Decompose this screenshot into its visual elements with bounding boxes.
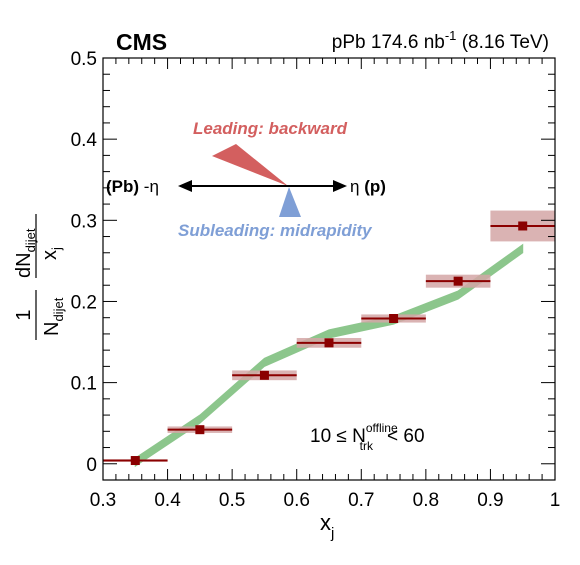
svg-text:Ndijet: Ndijet [41,297,66,336]
data-point [453,276,463,286]
y-tick-label: 0.3 [71,211,97,232]
leading-jet-marker [212,144,288,186]
x-tick-label: 0.9 [477,490,503,511]
data-point [259,370,269,380]
pb-direction-label: (Pb) -η [106,177,159,196]
x-tick-label: 1 [550,490,561,511]
subleading-jet-marker [279,187,301,217]
experiment-label: CMS [116,29,167,55]
tick-layer: 0.3 0.4 0.5 0.6 0.7 0.8 0.9 1 0 0.1 0.2 0.3 0.4 0.5 [71,49,561,511]
data-point [195,425,205,435]
x-tick-label: 0.4 [154,490,181,511]
subleading-label: Subleading: midrapidity [178,221,373,240]
mc-band-layer [134,243,524,468]
x-tick-label: 0.5 [219,490,245,511]
leading-label: Leading: backward [193,119,348,138]
x-tick-label: 0.3 [90,490,116,511]
multiplicity-selection-label: 10 ≤ Noffline trk < 60 [310,421,425,453]
x-tick-label: 0.7 [348,490,374,511]
y-tick-label: 0.1 [71,374,97,395]
svg-text:xj: xj [39,247,64,260]
mc-band [134,243,524,468]
y-tick-label: 0 [86,455,97,476]
luminosity-exponent: -1 [445,28,457,43]
data-point [324,338,334,348]
data-point [518,221,528,231]
x-tick-label: 0.8 [413,490,439,511]
y-axis-label: 1 Ndijet dNdijet xj [13,214,66,340]
y-tick-label: 0.4 [71,130,98,151]
x-axis-label: xj [320,510,334,542]
svg-text:1: 1 [13,309,35,320]
y-tick-label: 0.5 [71,49,97,70]
svg-text:dNdijet: dNdijet [13,228,38,278]
data-point [130,456,140,466]
data-point-layer [103,221,555,466]
data-point [389,314,399,324]
left-arrowhead [178,180,192,192]
x-tick-label: 0.6 [284,490,310,511]
right-arrowhead [333,180,347,192]
dataset-label: pPb 174.6 nb-1 (8.16 TeV) [332,28,549,53]
p-direction-label: η (p) [350,177,386,196]
y-tick-label: 0.2 [71,292,97,313]
